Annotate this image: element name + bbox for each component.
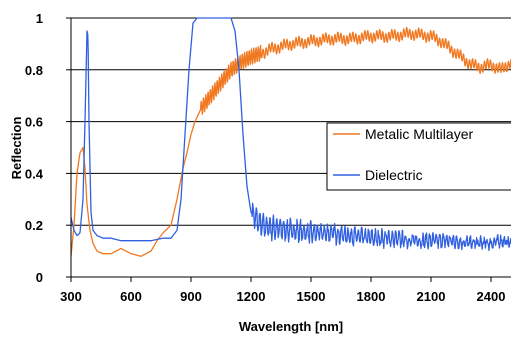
series-line-metalic-multilayer — [70, 26, 511, 257]
x-tick-label-2: 900 — [180, 289, 202, 304]
x-tick-label-6: 2100 — [417, 289, 446, 304]
y-tick-label-3: 0.6 — [25, 115, 43, 130]
y-tick-label-1: 0.2 — [25, 218, 43, 233]
series-layer — [70, 17, 511, 257]
x-tick-label-7: 2400 — [477, 289, 506, 304]
x-tick-label-4: 1500 — [297, 289, 326, 304]
legend-label-metalic: Metalic Multilayer — [365, 126, 473, 142]
x-tick-label-1: 600 — [120, 289, 142, 304]
y-tick-label-2: 0.4 — [25, 166, 44, 181]
x-tick-label-3: 1200 — [237, 289, 266, 304]
y-tick-label-4: 0.8 — [25, 63, 43, 78]
series-line-dielectric — [70, 17, 511, 252]
y-tick-label-5: 1 — [36, 11, 43, 26]
legend-label-dielectric: Dielectric — [365, 167, 423, 183]
x-tick-label-0: 300 — [60, 289, 82, 304]
axes — [66, 17, 511, 282]
x-tick-label-5: 1800 — [357, 289, 386, 304]
x-axis-label: Wavelength [nm] — [239, 319, 343, 334]
y-axis-label: Reflection — [9, 117, 24, 180]
tick-labels: 300 600 900 1200 1500 1800 2100 2400 0 0.2 0.4 0.6 0… — [25, 11, 506, 304]
y-tick-label-0: 0 — [36, 270, 43, 285]
legend: Metalic Multilayer Dielectric — [326, 122, 511, 191]
